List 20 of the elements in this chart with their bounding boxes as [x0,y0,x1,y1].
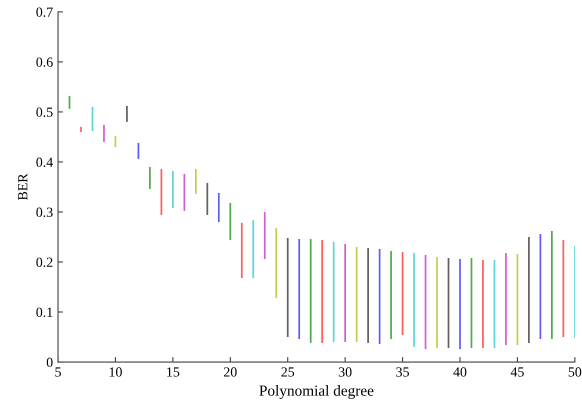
x-tick-label: 5 [55,367,61,377]
x-tick-label: 10 [110,367,122,377]
y-tick-label: 0.4 [36,158,53,167]
y-tick-label: 0.1 [36,308,52,318]
y-tick-label: 0.3 [36,208,53,217]
x-axis-title: Polynomial degree [259,385,374,399]
x-tick-label: 35 [396,367,409,377]
y-tick-label: 0.2 [36,258,52,268]
y-tick-label: 0 [46,358,53,367]
x-tick-label: 30 [338,367,352,377]
y-tick-label: 0.5 [36,108,53,117]
x-tick-label: 15 [167,367,180,377]
x-tick-label: 45 [510,367,524,377]
y-axis-title: BER [18,173,28,200]
x-tick-label: 40 [453,367,466,377]
x-tick-label: 50 [568,367,582,377]
x-tick-label: 20 [224,367,237,377]
y-tick-label: 0.7 [36,7,53,17]
x-tick-label: 25 [281,367,294,377]
y-tick-label: 0.6 [36,57,53,67]
